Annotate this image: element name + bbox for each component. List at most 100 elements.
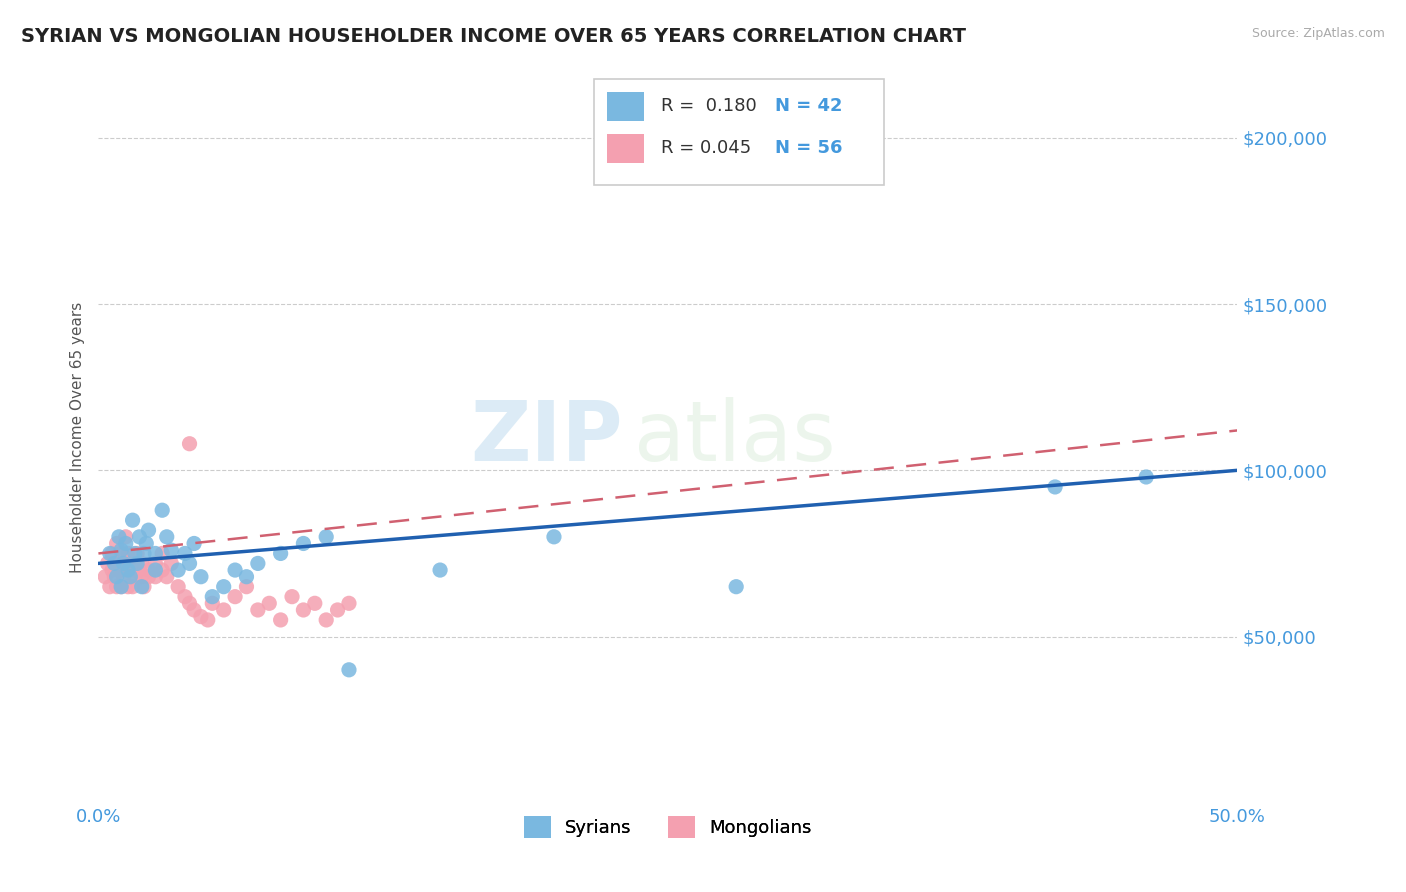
Point <box>150 563 173 577</box>
Point <box>224 590 246 604</box>
Point <box>150 546 173 560</box>
Point <box>112 570 135 584</box>
Point <box>110 546 132 560</box>
Point <box>121 580 143 594</box>
Point <box>212 580 235 594</box>
Point <box>117 580 139 594</box>
Point <box>117 546 139 560</box>
Point <box>98 546 121 560</box>
Point <box>160 557 183 571</box>
Point <box>120 557 142 571</box>
Point <box>105 570 128 584</box>
Point <box>246 603 269 617</box>
FancyBboxPatch shape <box>607 92 644 121</box>
Point <box>145 557 167 571</box>
Point <box>120 570 142 584</box>
Point <box>145 546 167 560</box>
Point <box>124 570 146 584</box>
Point <box>197 613 219 627</box>
Legend: Syrians, Mongolians: Syrians, Mongolians <box>516 808 820 845</box>
Point <box>128 530 150 544</box>
Point <box>725 580 748 594</box>
FancyBboxPatch shape <box>607 134 644 163</box>
Point <box>105 580 128 594</box>
Point <box>337 596 360 610</box>
Text: N = 56: N = 56 <box>775 139 842 157</box>
Text: R = 0.045: R = 0.045 <box>661 139 751 157</box>
Point <box>292 536 315 550</box>
Point <box>179 436 201 450</box>
Point <box>326 603 349 617</box>
Point <box>156 530 179 544</box>
Point <box>121 513 143 527</box>
Text: SYRIAN VS MONGOLIAN HOUSEHOLDER INCOME OVER 65 YEARS CORRELATION CHART: SYRIAN VS MONGOLIAN HOUSEHOLDER INCOME O… <box>21 27 966 45</box>
Point <box>110 580 132 594</box>
Point <box>183 536 205 550</box>
Point <box>179 557 201 571</box>
Point <box>94 570 117 584</box>
Point <box>1043 480 1066 494</box>
Point <box>138 570 160 584</box>
Point <box>124 557 146 571</box>
Point <box>259 596 281 610</box>
Point <box>132 580 155 594</box>
Point <box>131 580 153 594</box>
Point <box>127 546 149 560</box>
Point <box>112 557 135 571</box>
Point <box>117 563 139 577</box>
Point <box>105 536 128 550</box>
Point <box>167 580 190 594</box>
Point <box>156 570 179 584</box>
Point <box>127 557 149 571</box>
Point <box>103 557 125 571</box>
Point <box>201 596 224 610</box>
Point <box>235 580 257 594</box>
Point <box>270 613 292 627</box>
Point <box>315 530 337 544</box>
Point <box>160 543 183 558</box>
Point <box>201 590 224 604</box>
Point <box>183 603 205 617</box>
Point <box>103 557 125 571</box>
Point <box>235 570 257 584</box>
Point <box>292 603 315 617</box>
Point <box>98 580 121 594</box>
Point <box>114 563 136 577</box>
Point <box>101 563 124 577</box>
Point <box>108 530 131 544</box>
Point <box>174 546 197 560</box>
Point <box>174 590 197 604</box>
Point <box>131 570 153 584</box>
Text: N = 42: N = 42 <box>775 97 842 115</box>
Point <box>131 557 153 571</box>
Point <box>112 557 135 571</box>
Text: atlas: atlas <box>634 397 835 477</box>
Point <box>145 563 167 577</box>
Point <box>179 596 201 610</box>
Point <box>101 546 124 560</box>
Point <box>121 563 143 577</box>
Point <box>270 546 292 560</box>
Point <box>224 563 246 577</box>
Point <box>212 603 235 617</box>
Point <box>429 563 451 577</box>
Point <box>138 563 160 577</box>
Point <box>132 546 155 560</box>
Text: ZIP: ZIP <box>470 397 623 477</box>
Point <box>128 563 150 577</box>
Point <box>145 570 167 584</box>
Point <box>135 536 157 550</box>
Text: Source: ZipAtlas.com: Source: ZipAtlas.com <box>1251 27 1385 40</box>
Point <box>114 536 136 550</box>
Point <box>103 570 125 584</box>
Point <box>110 543 132 558</box>
Point <box>124 546 146 560</box>
Point <box>1135 470 1157 484</box>
Point <box>114 530 136 544</box>
Point <box>543 530 565 544</box>
Point <box>246 557 269 571</box>
Point <box>167 563 190 577</box>
Point <box>96 557 118 571</box>
Text: R =  0.180: R = 0.180 <box>661 97 756 115</box>
Point <box>138 523 160 537</box>
